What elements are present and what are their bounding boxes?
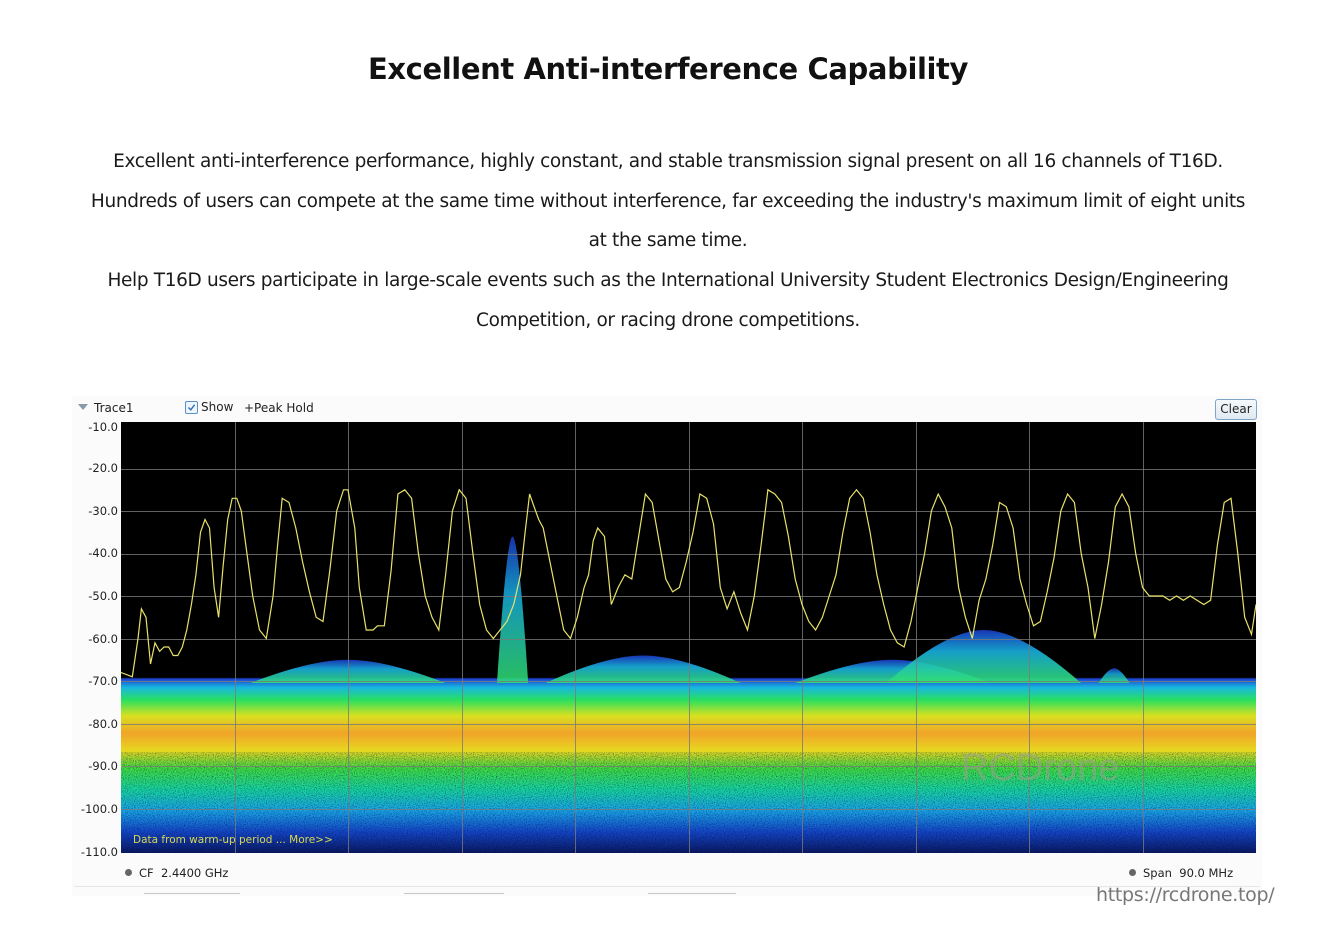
peak-hold-trace xyxy=(121,488,1256,678)
description: Excellent anti-interference performance,… xyxy=(70,142,1266,341)
y-tick: -60.0 xyxy=(72,632,127,646)
y-tick: -50.0 xyxy=(72,589,127,603)
span-label: Span xyxy=(1143,866,1172,880)
y-tick: -40.0 xyxy=(72,546,127,560)
clear-button[interactable]: Clear xyxy=(1215,399,1257,420)
show-checkbox[interactable] xyxy=(185,401,198,414)
spectrum-chart[interactable]: RCDrone Data from warm-up period ... Mor… xyxy=(121,422,1256,853)
center-frequency[interactable]: CF 2.4400 GHz xyxy=(125,866,228,880)
checkmark-icon xyxy=(187,404,196,411)
description-line: Help T16D users participate in large-sca… xyxy=(107,270,1229,292)
grid-lines xyxy=(121,422,1256,853)
description-line: Competition, or racing drone competition… xyxy=(476,309,860,331)
y-tick: -110.0 xyxy=(72,845,127,859)
noise-texture xyxy=(121,752,1256,853)
divider xyxy=(74,886,1260,887)
peak-hold-toggle[interactable]: +Peak Hold xyxy=(244,401,314,415)
scroll-indicator xyxy=(404,893,504,894)
cf-label: CF xyxy=(139,866,154,880)
page-title: Excellent Anti-interference Capability xyxy=(367,52,969,86)
y-tick: -30.0 xyxy=(72,504,127,518)
source-url: https://rcdrone.top/ xyxy=(1096,884,1275,906)
collapse-triangle-icon[interactable] xyxy=(78,404,88,410)
warmup-notice-link[interactable]: Data from warm-up period ... More>> xyxy=(133,834,333,846)
scroll-indicator xyxy=(144,893,240,894)
y-tick: -20.0 xyxy=(72,461,127,475)
knob-icon xyxy=(125,869,132,876)
y-tick: -70.0 xyxy=(72,674,127,688)
description-line: Hundreds of users can compete at the sam… xyxy=(90,190,1246,212)
show-label: Show xyxy=(201,400,234,414)
watermark: RCDrone xyxy=(961,747,1119,789)
scroll-indicator xyxy=(648,893,736,894)
span-value: 90.0 MHz xyxy=(1179,866,1234,880)
description-line: Excellent anti-interference performance,… xyxy=(113,151,1223,172)
trace-label[interactable]: Trace1 xyxy=(94,401,134,415)
y-tick: -10.0 xyxy=(72,420,127,434)
knob-icon xyxy=(1129,869,1136,876)
y-tick: -100.0 xyxy=(72,802,127,816)
spectrum-analyzer-panel: Trace1 Show +Peak Hold Clear -10.0 -20.0… xyxy=(72,396,1262,896)
span-frequency[interactable]: Span 90.0 MHz xyxy=(1129,866,1233,880)
cf-value: 2.4400 GHz xyxy=(160,866,229,880)
description-line: at the same time. xyxy=(588,230,748,252)
y-tick: -90.0 xyxy=(72,759,127,773)
y-tick: -80.0 xyxy=(72,717,127,731)
